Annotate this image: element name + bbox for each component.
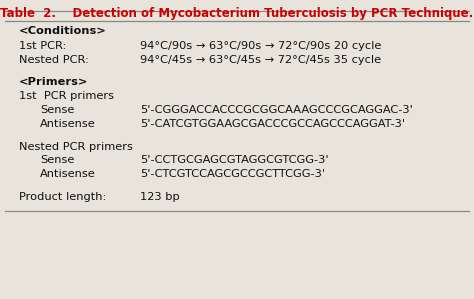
Text: 5'-CCTGCGAGCGTAGGCGTCGG-3': 5'-CCTGCGAGCGTAGGCGTCGG-3' (140, 155, 328, 165)
Text: <Primers>: <Primers> (19, 77, 89, 87)
Text: 5'-CATCGTGGAAGCGACCCGCCAGCCCAGGAT-3': 5'-CATCGTGGAAGCGACCCGCCAGCCCAGGAT-3' (140, 119, 405, 129)
Text: Nested PCR primers: Nested PCR primers (19, 141, 133, 152)
Text: Antisense: Antisense (40, 169, 96, 179)
Text: Nested PCR:: Nested PCR: (19, 55, 89, 65)
Text: 5'-CTCGTCCAGCGCCGCTTCGG-3': 5'-CTCGTCCAGCGCCGCTTCGG-3' (140, 169, 325, 179)
Text: 1st PCR:: 1st PCR: (19, 41, 66, 51)
Text: 5'-CGGGACCACCCGCGGCAAAGCCCGCAGGAC-3': 5'-CGGGACCACCCGCGGCAAAGCCCGCAGGAC-3' (140, 105, 413, 115)
Text: Table  2.    Detection of Mycobacterium Tuberculosis by PCR Technique.: Table 2. Detection of Mycobacterium Tube… (0, 7, 474, 19)
Text: Sense: Sense (40, 105, 75, 115)
Text: Sense: Sense (40, 155, 75, 165)
Text: 94°C/45s → 63°C/45s → 72°C/45s 35 cycle: 94°C/45s → 63°C/45s → 72°C/45s 35 cycle (140, 55, 381, 65)
Text: 1st  PCR primers: 1st PCR primers (19, 91, 114, 101)
Text: 94°C/90s → 63°C/90s → 72°C/90s 20 cycle: 94°C/90s → 63°C/90s → 72°C/90s 20 cycle (140, 41, 381, 51)
Text: Product length:: Product length: (19, 192, 106, 202)
Text: 123 bp: 123 bp (140, 192, 180, 202)
Text: Antisense: Antisense (40, 119, 96, 129)
Text: <Conditions>: <Conditions> (19, 26, 107, 36)
